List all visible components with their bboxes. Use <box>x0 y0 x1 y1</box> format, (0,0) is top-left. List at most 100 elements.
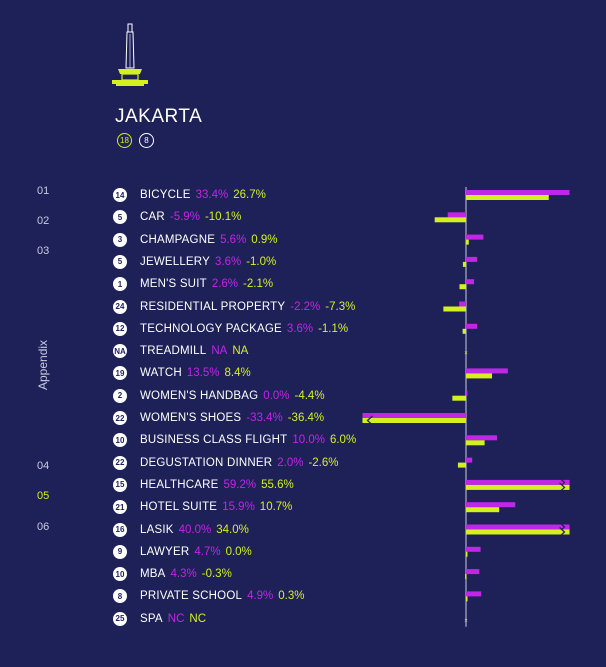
bar-series-1 <box>466 435 497 441</box>
item-label: LASIK <box>140 523 174 536</box>
item-label: MBA <box>140 568 166 581</box>
rank-badge: 5 <box>113 210 127 225</box>
value-series-1: 33.4% <box>195 189 229 201</box>
bar-series-1 <box>466 479 570 485</box>
value-series-2: -1.1% <box>318 322 349 335</box>
bar-series-1 <box>466 190 570 195</box>
nav-item-03[interactable]: 03 <box>37 245 50 257</box>
item-label: HEALTHCARE <box>140 478 219 491</box>
rank-badge: 12 <box>113 321 127 336</box>
rank-badge: NA <box>113 344 127 359</box>
item-label: TECHNOLOGY PACKAGE <box>140 322 282 335</box>
value-series-1: 4.3% <box>170 568 197 581</box>
bar-series-2-overflow-marker <box>559 527 566 537</box>
chart-row: 5 CAR -5.9% -10.1% <box>113 209 241 225</box>
bar-series-1 <box>466 368 508 374</box>
chart-row: 8 PRIVATE SCHOOL 4.9% 0.3% <box>113 588 305 604</box>
item-label: WATCH <box>140 367 182 380</box>
chart-row: 25 SPA NC NC <box>113 611 206 627</box>
rank-badge: 22 <box>113 455 127 470</box>
rank-badge: 8 <box>113 589 127 604</box>
bar-series-2 <box>466 484 570 490</box>
item-label: CAR <box>140 211 165 224</box>
missing-value-marker: × <box>464 351 468 357</box>
bar-series-2-overflow-marker <box>366 415 373 426</box>
rank-badge: 15 <box>113 477 127 492</box>
bar-series-2-overflow-marker <box>559 482 566 493</box>
rank-badge: 5 <box>113 254 127 269</box>
value-series-2: 34.0% <box>216 523 249 536</box>
bar-series-1 <box>466 502 516 508</box>
chart-row: 10 MBA 4.3% -0.3% <box>113 566 232 582</box>
item-label: CHAMPAGNE <box>140 233 216 246</box>
item-label: RESIDENTIAL PROPERTY <box>140 300 286 313</box>
chart-row: 15 HEALTHCARE 59.2% 55.6% <box>113 477 294 493</box>
value-series-2: NA <box>232 345 249 358</box>
item-label: LAWYER <box>140 545 190 558</box>
item-label: TREADMILL <box>140 345 207 358</box>
nav-item-01[interactable]: 01 <box>37 185 50 197</box>
value-series-2: 0.0% <box>225 545 252 558</box>
chart-row: 19 WATCH 13.5% 8.4% <box>113 365 251 381</box>
rank-badge: 24 <box>113 299 127 314</box>
item-label: DEGUSTATION DINNER <box>140 456 273 469</box>
bar-series-2 <box>466 529 570 535</box>
bar-series-2 <box>459 284 466 290</box>
value-series-2: 26.7% <box>233 189 266 201</box>
value-series-2: -0.3% <box>201 568 232 581</box>
bar-series-2 <box>443 306 466 312</box>
rank-badge: 2 <box>113 388 127 403</box>
value-series-1: NC <box>167 612 185 625</box>
value-series-1: 4.7% <box>194 545 221 558</box>
item-label: SPA <box>140 612 163 625</box>
rank-badge-secondary: 8 <box>139 133 154 148</box>
rank-badge: 19 <box>113 366 127 381</box>
nav-item-02[interactable]: 02 <box>37 215 50 227</box>
rank-badge-primary: 18 <box>117 133 132 148</box>
value-series-2: 55.6% <box>261 478 294 491</box>
value-series-1: -5.9% <box>169 211 200 224</box>
bar-series-2 <box>466 440 485 446</box>
bar-series-2 <box>466 239 469 245</box>
bar-series-2 <box>466 195 549 200</box>
chart-row: 24 RESIDENTIAL PROPERTY -2.2% -7.3% <box>113 299 355 315</box>
value-series-1: 5.6% <box>220 233 247 246</box>
chart-row: 16 LASIK 40.0% 34.0% <box>113 522 249 538</box>
rank-badge: 9 <box>113 544 127 559</box>
bar-series-2 <box>466 596 468 602</box>
chart-row: 3 CHAMPAGNE 5.6% 0.9% <box>113 232 278 248</box>
value-series-2: -36.4% <box>287 412 325 424</box>
chart-row: 14 BICYCLE 33.4% 26.7% <box>113 187 266 203</box>
nav-item-06[interactable]: 06 <box>37 521 50 533</box>
item-label: WOMEN'S SHOES <box>140 412 242 424</box>
item-label: BICYCLE <box>140 189 191 201</box>
value-series-1: 40.0% <box>178 523 212 536</box>
chart-row: 10 BUSINESS CLASS FLIGHT 10.0% 6.0% <box>113 432 356 448</box>
rank-badge: 3 <box>113 232 127 247</box>
jakarta-monument-icon <box>112 23 148 86</box>
value-series-1: 15.9% <box>222 501 255 514</box>
rank-badge: 14 <box>113 188 127 202</box>
value-series-1: 4.9% <box>247 590 274 603</box>
rank-badge: 1 <box>113 277 127 292</box>
rank-badge: 25 <box>113 611 127 626</box>
rank-badge: 10 <box>113 567 127 582</box>
missing-value-marker: × <box>464 619 468 625</box>
bar-series-2 <box>466 551 468 557</box>
value-series-2: 8.4% <box>224 367 251 380</box>
value-series-1: -2.2% <box>290 300 321 313</box>
bar-series-1 <box>466 390 468 396</box>
nav-item-05-active[interactable]: 05 <box>37 490 50 502</box>
value-series-1: 0.0% <box>263 389 290 402</box>
item-label: BUSINESS CLASS FLIGHT <box>140 434 288 447</box>
value-series-1: -33.4% <box>246 412 283 424</box>
bar-series-1 <box>466 279 475 285</box>
item-label: JEWELLERY <box>140 255 210 268</box>
value-series-1: 2.6% <box>211 278 239 291</box>
chart-row: 22 WOMEN'S SHOES -33.4% -36.4% <box>113 410 324 426</box>
chart-row: 21 HOTEL SUITE 15.9% 10.7% <box>113 499 292 515</box>
bar-series-1 <box>466 591 482 597</box>
value-series-2: NC <box>189 612 207 625</box>
nav-item-04[interactable]: 04 <box>37 460 50 472</box>
bar-series-2 <box>465 574 467 580</box>
